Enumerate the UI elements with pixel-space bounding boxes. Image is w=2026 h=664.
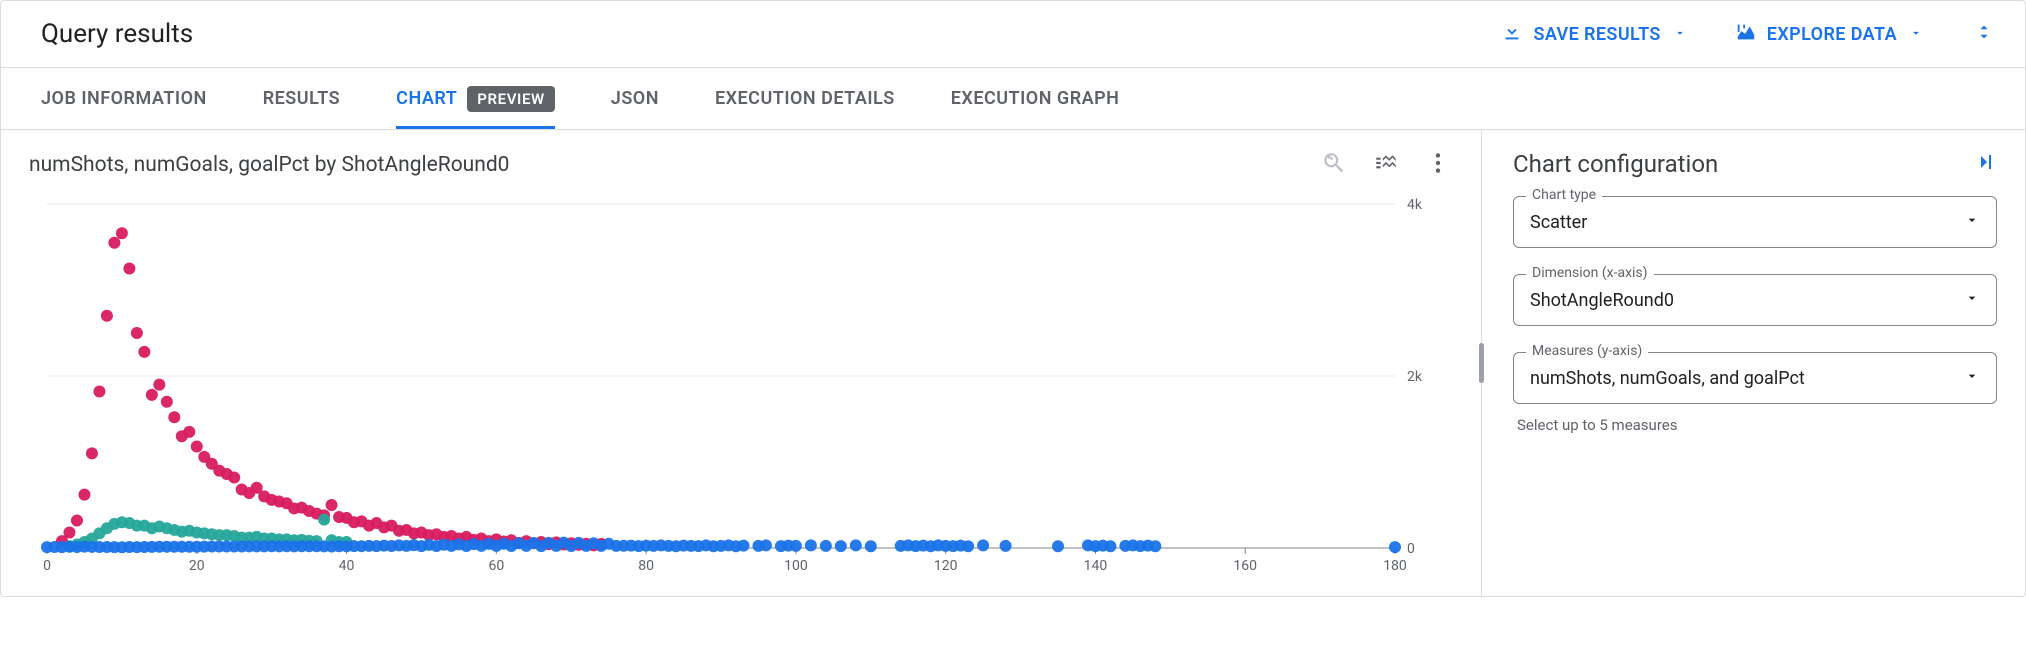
reset-zoom-button[interactable] (1321, 150, 1347, 180)
save-results-label: SAVE RESULTS (1533, 24, 1660, 45)
svg-text:20: 20 (189, 558, 205, 574)
tab-job-information[interactable]: JOB INFORMATION (41, 68, 207, 129)
panel-body: numShots, numGoals, goalPct by ShotAngle… (1, 130, 2025, 596)
more-vert-icon (1425, 164, 1451, 180)
field-label: Measures (y-axis) (1526, 343, 1648, 359)
legend-toggle-button[interactable] (1373, 150, 1399, 180)
caret-down-icon (1964, 368, 1980, 388)
chart-title: numShots, numGoals, goalPct by ShotAngle… (29, 153, 510, 177)
chart-icon (1735, 21, 1757, 48)
tab-json[interactable]: JSON (611, 68, 659, 129)
dimension-select[interactable]: Dimension (x-axis) ShotAngleRound0 (1513, 274, 1997, 326)
expand-panel-button[interactable] (1971, 15, 1997, 53)
plot-container: 0 2k 4k 0 20 40 60 80 100 120 140 160 180 (29, 194, 1451, 584)
config-header: Chart configuration (1513, 150, 1997, 178)
tabs-bar: JOB INFORMATION RESULTS CHART PREVIEW JS… (1, 68, 2025, 130)
svg-text:180: 180 (1383, 558, 1407, 574)
resize-divider[interactable] (1479, 130, 1485, 596)
field-value: Scatter (1530, 212, 1964, 233)
chart-type-select[interactable]: Chart type Scatter (1513, 196, 1997, 248)
config-title: Chart configuration (1513, 150, 1718, 178)
svg-text:0: 0 (1407, 541, 1415, 557)
more-options-button[interactable] (1425, 150, 1451, 180)
caret-down-icon (1964, 290, 1980, 310)
chart-area: numShots, numGoals, goalPct by ShotAngle… (1, 130, 1479, 596)
tab-chart[interactable]: CHART PREVIEW (396, 68, 555, 129)
svg-text:80: 80 (638, 558, 654, 574)
chart-header: numShots, numGoals, goalPct by ShotAngle… (29, 150, 1451, 180)
explore-data-label: EXPLORE DATA (1767, 24, 1897, 45)
caret-down-icon (1673, 24, 1687, 45)
tab-execution-graph[interactable]: EXECUTION GRAPH (951, 68, 1120, 129)
header-actions: SAVE RESULTS EXPLORE DATA (1501, 15, 1997, 53)
chevron-right-bar-icon (1973, 162, 1997, 178)
svg-text:2k: 2k (1407, 369, 1423, 385)
tab-label: RESULTS (263, 88, 340, 109)
field-value: ShotAngleRound0 (1530, 290, 1964, 311)
field-label: Chart type (1526, 187, 1602, 203)
measures-select[interactable]: Measures (y-axis) numShots, numGoals, an… (1513, 352, 1997, 404)
save-results-button[interactable]: SAVE RESULTS (1501, 21, 1686, 48)
scatter-plot[interactable]: 0 2k 4k 0 20 40 60 80 100 120 140 160 180 (29, 194, 1449, 584)
collapse-panel-button[interactable] (1973, 150, 1997, 178)
tab-label: EXECUTION DETAILS (715, 88, 895, 109)
svg-text:120: 120 (934, 558, 958, 574)
svg-text:40: 40 (339, 558, 355, 574)
explore-data-button[interactable]: EXPLORE DATA (1735, 21, 1923, 48)
query-results-panel: Query results SAVE RESULTS EXPLORE DATA (0, 0, 2026, 597)
svg-text:160: 160 (1233, 558, 1257, 574)
chart-config-panel: Chart configuration Chart type Scatter D… (1485, 130, 2025, 596)
tab-label: CHART (396, 88, 457, 109)
tab-label: JOB INFORMATION (41, 88, 207, 109)
unfold-icon (1973, 31, 1995, 47)
measures-helper-text: Select up to 5 measures (1513, 416, 1997, 434)
field-value: numShots, numGoals, and goalPct (1530, 368, 1964, 389)
svg-text:0: 0 (43, 558, 51, 574)
field-label: Dimension (x-axis) (1526, 265, 1654, 281)
tab-execution-details[interactable]: EXECUTION DETAILS (715, 68, 895, 129)
reset-icon (1321, 164, 1347, 180)
svg-text:100: 100 (784, 558, 808, 574)
svg-text:60: 60 (488, 558, 504, 574)
caret-down-icon (1909, 24, 1923, 45)
chart-toolbar (1321, 150, 1451, 180)
legend-icon (1373, 164, 1399, 180)
svg-text:4k: 4k (1407, 197, 1423, 213)
preview-badge: PREVIEW (467, 86, 555, 112)
tab-label: EXECUTION GRAPH (951, 88, 1120, 109)
tab-results[interactable]: RESULTS (263, 68, 340, 129)
divider-grip-icon (1479, 343, 1484, 383)
panel-title: Query results (41, 19, 193, 49)
download-icon (1501, 21, 1523, 48)
tab-label: JSON (611, 88, 659, 109)
svg-text:140: 140 (1084, 558, 1108, 574)
panel-header: Query results SAVE RESULTS EXPLORE DATA (1, 1, 2025, 68)
caret-down-icon (1964, 212, 1980, 232)
